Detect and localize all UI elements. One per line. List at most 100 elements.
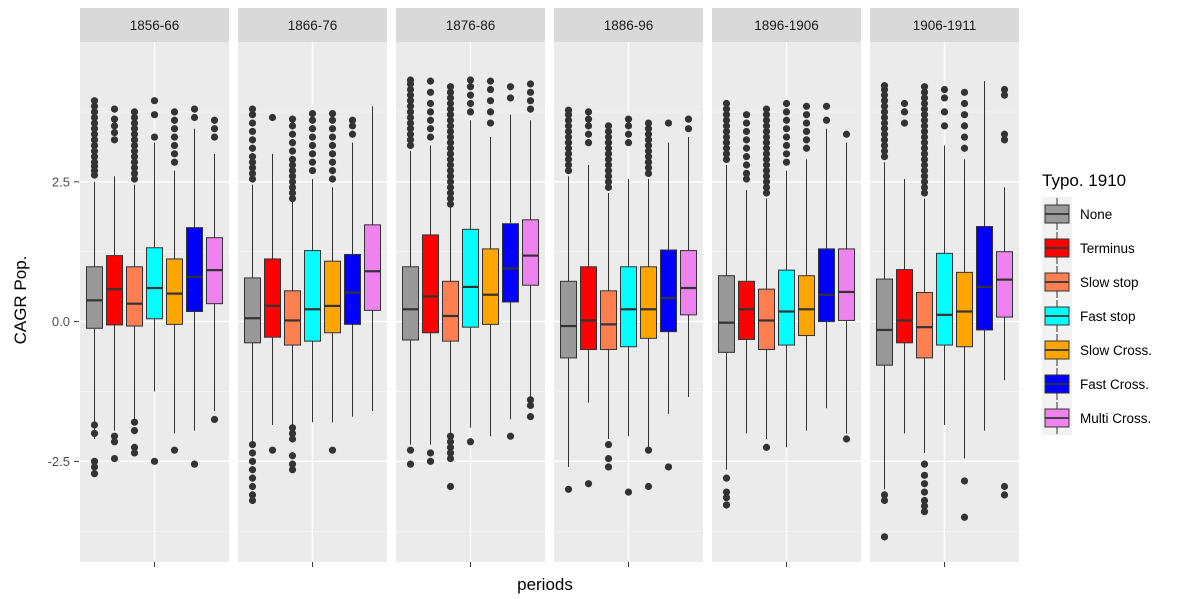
outlier-point [722,99,731,108]
outlier-point [170,150,179,158]
outlier-point [506,83,515,91]
outlier-point [446,189,455,197]
outlier-point [584,122,593,130]
outlier-point [328,158,337,166]
outlier-point [308,125,317,133]
outlier-point [1000,136,1009,144]
outlier-point [564,106,573,114]
outlier-point [406,136,415,144]
outlier-point [762,183,771,191]
outlier-point [328,133,337,141]
outlier-point [940,122,949,130]
outlier-point [920,144,929,152]
box-fast-cross [186,105,203,468]
outlier-point [564,127,573,136]
outlier-point [130,113,139,122]
outlier-point [170,125,179,133]
outlier-point [644,147,653,155]
outlier-point [604,167,613,175]
box-slow-stop [442,83,459,491]
outlier-point [526,80,535,88]
outlier-point [110,128,119,137]
box-iqr [146,247,163,320]
outlier-point [920,122,929,130]
box-slow-cross [798,102,815,431]
outlier-point [288,460,297,468]
outlier-point [762,144,771,152]
box-terminus [106,105,123,463]
box-iqr [186,227,203,313]
outlier-point [880,153,889,161]
outlier-point [684,125,693,133]
outlier-point [446,443,455,451]
outlier-point [526,396,535,404]
box-iqr [896,269,913,344]
outlier-point [446,432,455,440]
outlier-point [170,133,179,141]
outlier-point [328,141,337,150]
outlier-point [248,136,257,144]
outlier-point [722,116,731,124]
outlier-point [90,158,99,166]
outlier-point [644,119,653,127]
outlier-point [446,144,455,152]
box-iqr [324,260,341,334]
outlier-point [526,97,535,105]
outlier-point [110,438,119,446]
box-multi-cross [996,85,1013,499]
y-tick-label: -2.5 [48,454,70,469]
legend-item: Multi Cross. [1042,401,1151,435]
box-iqr [838,248,855,321]
outlier-point [446,111,455,119]
outlier-point [762,127,771,136]
outlier-point [446,200,455,208]
outlier-point [722,127,731,136]
outlier-point [288,172,297,180]
outlier-point [1000,482,1009,491]
outlier-point [426,108,435,116]
outlier-point [328,116,337,124]
outlier-point [782,150,791,158]
outlier-point [940,94,949,102]
outlier-point [406,113,415,122]
outlier-point [880,102,889,110]
outlier-point [348,130,357,138]
box-multi-cross [838,130,855,443]
outlier-point [564,133,573,141]
outlier-point [446,105,455,113]
outlier-point [90,97,99,105]
outlier-point [248,175,257,183]
outlier-point [466,91,475,99]
outlier-point [624,115,633,123]
outlier-point [426,133,435,141]
outlier-point [722,139,731,147]
box-fast-stop [936,85,953,426]
outlier-point [960,88,969,96]
outlier-point [722,150,731,158]
outlier-point [900,119,909,127]
outlier-point [130,141,139,150]
legend-label: Multi Cross. [1080,411,1151,426]
outlier-point [920,133,929,141]
box-fast-cross [660,119,677,471]
outlier-point [248,169,257,177]
outlier-point [486,97,495,105]
outlier-point [348,116,357,124]
outlier-point [742,119,751,127]
outlier-point [604,183,613,191]
outlier-point [406,97,415,105]
x-axis [154,562,945,567]
box-none [718,99,735,509]
box-fast-stop [304,109,321,423]
outlier-point [880,108,889,116]
box-none [876,82,893,541]
outlier-point [802,144,811,152]
outlier-point [328,175,337,183]
outlier-point [90,470,99,478]
box-iqr [244,277,261,344]
outlier-point [644,141,653,150]
outlier-point [880,533,889,541]
box-none [560,106,577,493]
outlier-point [644,125,653,133]
